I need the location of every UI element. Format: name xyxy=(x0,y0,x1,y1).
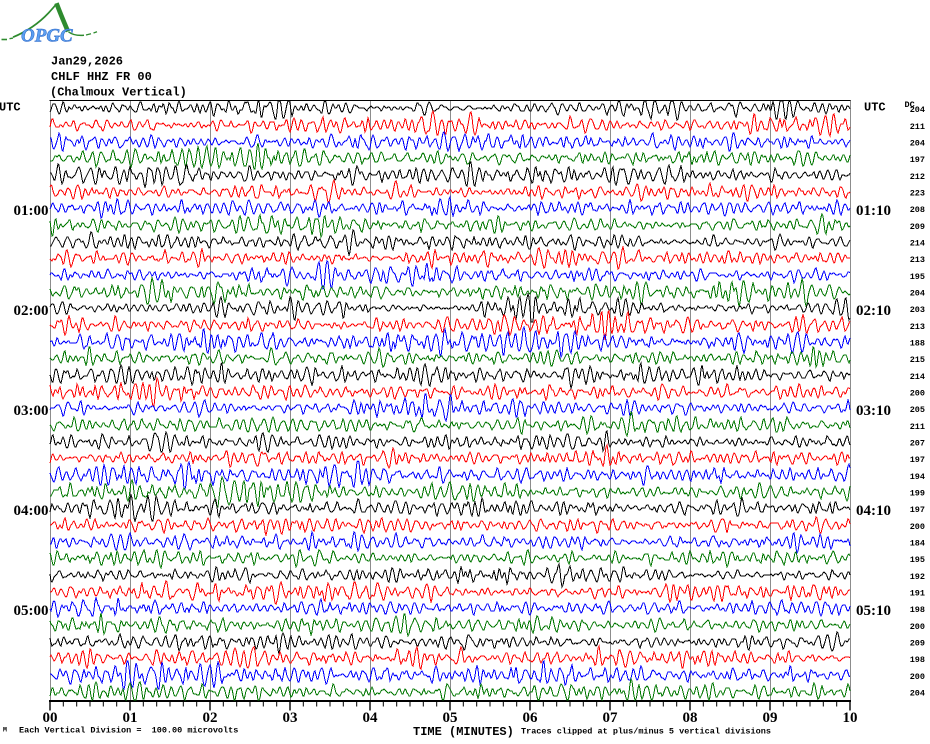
svg-text:Traces clipped at plus/minus 5: Traces clipped at plus/minus 5 vertical … xyxy=(521,727,771,737)
svg-text:198: 198 xyxy=(910,605,925,615)
svg-text:M: M xyxy=(3,727,7,734)
svg-text:195: 195 xyxy=(910,555,925,565)
svg-text:213: 213 xyxy=(910,255,925,265)
svg-text:200: 200 xyxy=(910,522,925,532)
svg-text:01:00: 01:00 xyxy=(14,203,49,219)
svg-text:184: 184 xyxy=(910,539,925,549)
svg-text:UTC: UTC xyxy=(0,101,21,115)
svg-text:214: 214 xyxy=(910,239,925,249)
svg-text:09: 09 xyxy=(763,710,778,726)
svg-text:00: 00 xyxy=(43,710,58,726)
svg-text:05:00: 05:00 xyxy=(14,603,49,619)
svg-text:192: 192 xyxy=(910,572,925,582)
svg-text:DC: DC xyxy=(905,100,915,110)
svg-text:01: 01 xyxy=(123,710,138,726)
svg-text:205: 205 xyxy=(910,405,925,415)
svg-text:01:10: 01:10 xyxy=(856,203,891,219)
svg-text:204: 204 xyxy=(910,689,925,699)
svg-text:02:10: 02:10 xyxy=(856,303,891,319)
svg-text:TIME (MINUTES): TIME (MINUTES) xyxy=(413,725,514,739)
svg-text:197: 197 xyxy=(910,455,925,465)
svg-text:188: 188 xyxy=(910,339,925,349)
svg-text:Jan29,2026: Jan29,2026 xyxy=(51,55,123,69)
svg-text:06: 06 xyxy=(523,710,539,726)
svg-text:223: 223 xyxy=(910,189,925,199)
svg-text:200: 200 xyxy=(910,389,925,399)
svg-text:212: 212 xyxy=(910,172,925,182)
svg-text:204: 204 xyxy=(910,105,925,115)
svg-text:194: 194 xyxy=(910,472,925,482)
svg-text:(Chalmoux Vertical): (Chalmoux Vertical) xyxy=(50,86,187,100)
svg-text:209: 209 xyxy=(910,222,925,232)
svg-text:213: 213 xyxy=(910,322,925,332)
svg-text:209: 209 xyxy=(910,639,925,649)
svg-text:UTC: UTC xyxy=(864,101,886,115)
svg-text:197: 197 xyxy=(910,155,925,165)
svg-text:214: 214 xyxy=(910,372,925,382)
svg-text:200: 200 xyxy=(910,672,925,682)
svg-text:07: 07 xyxy=(603,710,619,726)
svg-text:OPGC: OPGC xyxy=(21,26,73,47)
svg-text:195: 195 xyxy=(910,272,925,282)
svg-text:04: 04 xyxy=(363,710,379,726)
svg-text:04:00: 04:00 xyxy=(14,503,49,519)
svg-text:03:10: 03:10 xyxy=(856,403,891,419)
svg-text:02:00: 02:00 xyxy=(14,303,49,319)
svg-text:215: 215 xyxy=(910,355,925,365)
svg-text:02: 02 xyxy=(203,710,218,726)
svg-text:05:10: 05:10 xyxy=(856,603,891,619)
svg-text:03: 03 xyxy=(283,710,298,726)
svg-text:204: 204 xyxy=(910,139,925,149)
svg-text:191: 191 xyxy=(910,589,925,599)
svg-text:203: 203 xyxy=(910,305,925,315)
svg-text:Each Vertical Division = 100.: Each Vertical Division = 100.00 microvol… xyxy=(19,726,238,736)
svg-text:204: 204 xyxy=(910,289,925,299)
svg-text:08: 08 xyxy=(683,710,698,726)
svg-text:208: 208 xyxy=(910,205,925,215)
svg-text:10: 10 xyxy=(843,710,858,726)
svg-text:04:10: 04:10 xyxy=(856,503,891,519)
svg-text:199: 199 xyxy=(910,489,925,499)
svg-text:207: 207 xyxy=(910,439,925,449)
svg-text:211: 211 xyxy=(910,122,925,132)
svg-text:03:00: 03:00 xyxy=(14,403,49,419)
svg-text:200: 200 xyxy=(910,622,925,632)
svg-text:198: 198 xyxy=(910,655,925,665)
svg-text:05: 05 xyxy=(443,710,458,726)
svg-text:211: 211 xyxy=(910,422,925,432)
svg-text:197: 197 xyxy=(910,505,925,515)
svg-text:CHLF HHZ FR 00: CHLF HHZ FR 00 xyxy=(51,70,152,84)
